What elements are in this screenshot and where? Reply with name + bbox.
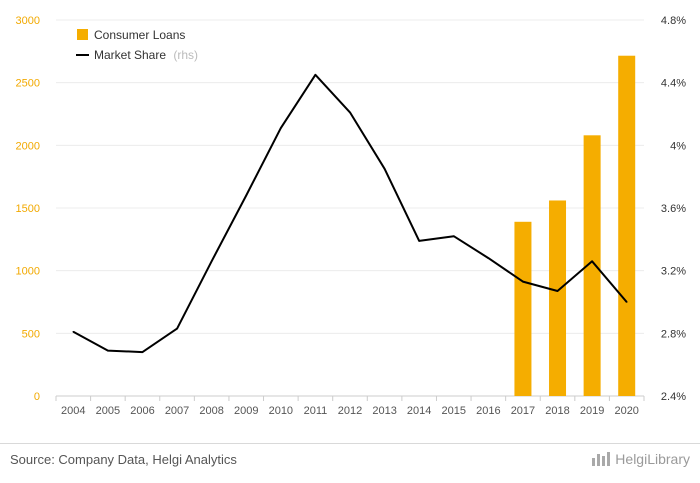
bar-2018	[549, 200, 567, 396]
line-point-2018	[556, 290, 559, 292]
y-right-tick-label: 4%	[670, 140, 686, 152]
line-point-2007	[176, 327, 178, 330]
x-tick-label: 2006	[130, 405, 154, 417]
market-share-line	[72, 73, 628, 354]
y-left-axis: 0 500 1000 1500 2000 2500 3000	[16, 15, 40, 403]
x-tick-label: 2011	[304, 405, 328, 417]
y-left-tick-label: 500	[22, 328, 40, 340]
legend-suffix-rhs: (rhs)	[173, 48, 198, 62]
y-right-tick-label: 3.2%	[661, 266, 686, 278]
x-tick-label: 2015	[442, 405, 466, 417]
legend-swatch-consumer-loans	[77, 29, 88, 40]
line-point-2016	[487, 257, 490, 259]
line-point-2012	[349, 111, 351, 114]
line-point-2008	[210, 260, 213, 263]
source-text: Source: Company Data, Helgi Analytics	[10, 452, 237, 467]
x-tick-label: 2007	[165, 405, 189, 417]
x-tick-label: 2013	[372, 405, 396, 417]
x-tick-label: 2014	[407, 405, 431, 417]
line-point-2011	[314, 74, 317, 76]
line-point-2014	[418, 240, 420, 242]
x-tick-label: 2010	[269, 405, 293, 417]
x-tick-label: 2018	[545, 405, 569, 417]
legend-label-consumer-loans: Consumer Loans	[94, 28, 185, 42]
y-left-tick-label: 0	[34, 391, 40, 403]
legend-label-market-share: Market Share	[94, 48, 166, 62]
y-right-tick-label: 2.4%	[661, 391, 686, 403]
y-right-tick-label: 4.8%	[661, 15, 686, 27]
line-point-2019	[591, 260, 593, 263]
legend: Consumer Loans Market Share (rhs)	[76, 28, 198, 62]
line-point-2017	[522, 280, 524, 283]
y-right-tick-label: 3.6%	[661, 203, 686, 215]
x-tick-label: 2020	[614, 405, 638, 417]
y-left-tick-label: 1500	[16, 203, 40, 215]
line-point-2006	[141, 351, 144, 353]
x-tick-label: 2016	[476, 405, 500, 417]
x-tick-label: 2004	[61, 405, 85, 417]
x-axis: 2004 2005 2006 2007 2008 2009 2010 2011 2012 2013…	[55, 396, 645, 417]
y-left-tick-label: 3000	[16, 15, 40, 27]
y-left-tick-label: 2000	[16, 140, 40, 152]
chart: 0 500 1000 1500 2000 2500 3000 2.4% 2.8% 3.2% 3.6…	[16, 15, 687, 417]
x-tick-label: 2009	[234, 405, 258, 417]
line-point-2015	[452, 235, 455, 237]
x-tick-label: 2005	[96, 405, 120, 417]
line-point-2010	[280, 127, 282, 129]
line-series	[72, 73, 628, 354]
x-tick-label: 2019	[580, 405, 604, 417]
bar-series	[514, 55, 636, 396]
legend-label-market-share-group: Market Share (rhs)	[94, 48, 198, 62]
brand-name: HelgiLibrary	[615, 451, 690, 467]
library-icon	[592, 452, 611, 466]
y-left-tick-label: 2500	[16, 78, 40, 90]
grid	[56, 19, 644, 397]
x-tick-label: 2017	[511, 405, 535, 417]
line-point-2013	[383, 168, 386, 170]
bar-2020	[618, 55, 636, 396]
y-right-axis: 2.4% 2.8% 3.2% 3.6% 4% 4.4% 4.8%	[661, 15, 686, 403]
y-right-tick-label: 2.8%	[661, 328, 686, 340]
bar-2019	[583, 135, 601, 396]
brand-logo: HelgiLibrary	[592, 451, 690, 467]
x-tick-label: 2012	[338, 405, 362, 417]
line-point-2005	[107, 349, 109, 352]
bar-2017	[514, 221, 532, 396]
y-left-tick-label: 1000	[16, 266, 40, 278]
y-right-tick-label: 4.4%	[661, 78, 686, 90]
x-tick-label: 2008	[199, 405, 223, 417]
footer: Source: Company Data, Helgi Analytics He…	[0, 443, 700, 483]
line-point-2020	[625, 301, 628, 303]
line-point-2004	[72, 330, 75, 333]
line-point-2009	[245, 194, 248, 197]
